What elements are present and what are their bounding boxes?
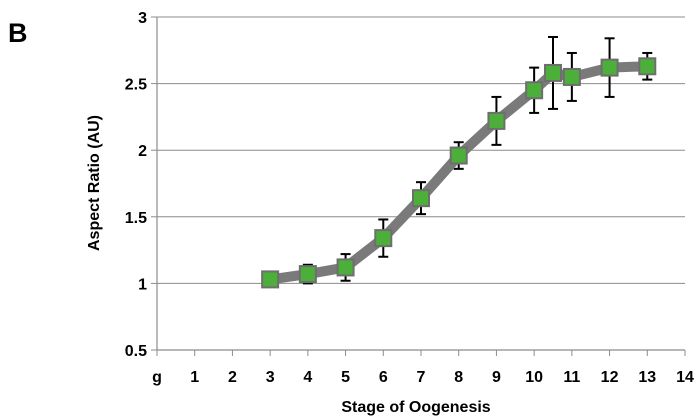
- y-tick-label: 1: [138, 276, 147, 293]
- data-point: [449, 146, 468, 165]
- y-tick-label: 2: [138, 143, 147, 160]
- x-tick-label: 7: [417, 369, 426, 386]
- data-point: [562, 67, 581, 86]
- x-tick-label: 14: [676, 369, 694, 386]
- panel-label: B: [8, 18, 28, 48]
- x-tick-label: 1: [190, 369, 199, 386]
- data-markers: [261, 57, 657, 289]
- y-tick-label: 2.5: [125, 77, 147, 94]
- y-tick-label: 0.5: [125, 343, 147, 360]
- x-tick-label: 11: [563, 369, 580, 386]
- x-tick-label: 3: [266, 369, 275, 386]
- series-line: [265, 61, 653, 285]
- x-tick-label: 10: [525, 369, 543, 386]
- x-tick-label: 8: [454, 369, 463, 386]
- data-series: [265, 61, 653, 285]
- data-point: [600, 58, 619, 77]
- gridlines: [157, 16, 685, 284]
- x-tick-label: 4: [303, 369, 312, 386]
- axes: [151, 16, 686, 356]
- y-tick-label: 3: [138, 10, 147, 27]
- data-point: [336, 258, 355, 277]
- x-tick-label: 5: [341, 369, 350, 386]
- x-tick-label: 13: [638, 369, 656, 386]
- y-axis-title: Aspect Ratio (AU): [86, 115, 103, 251]
- x-tick-label: 2: [228, 369, 237, 386]
- data-point: [374, 229, 393, 248]
- x-tick-label: 12: [601, 369, 619, 386]
- data-point: [261, 270, 280, 289]
- data-point: [487, 111, 506, 130]
- data-point: [412, 189, 430, 208]
- data-point: [525, 81, 544, 100]
- y-tick-labels: 0.5 1 1.5 2 2.5 3: [125, 10, 147, 360]
- x-tick-label: 6: [379, 369, 388, 386]
- x-axis-title: Stage of Oogenesis: [341, 399, 490, 416]
- data-point: [638, 57, 657, 76]
- x-tick-label: g: [152, 369, 162, 386]
- data-point: [298, 265, 317, 284]
- y-tick-label: 1.5: [125, 210, 147, 227]
- x-tick-label: 9: [492, 369, 501, 386]
- data-point: [544, 63, 562, 82]
- x-tick-labels: g 1 2 3 4 5 6 7 8 9 10 11 12 13 14: [152, 369, 694, 386]
